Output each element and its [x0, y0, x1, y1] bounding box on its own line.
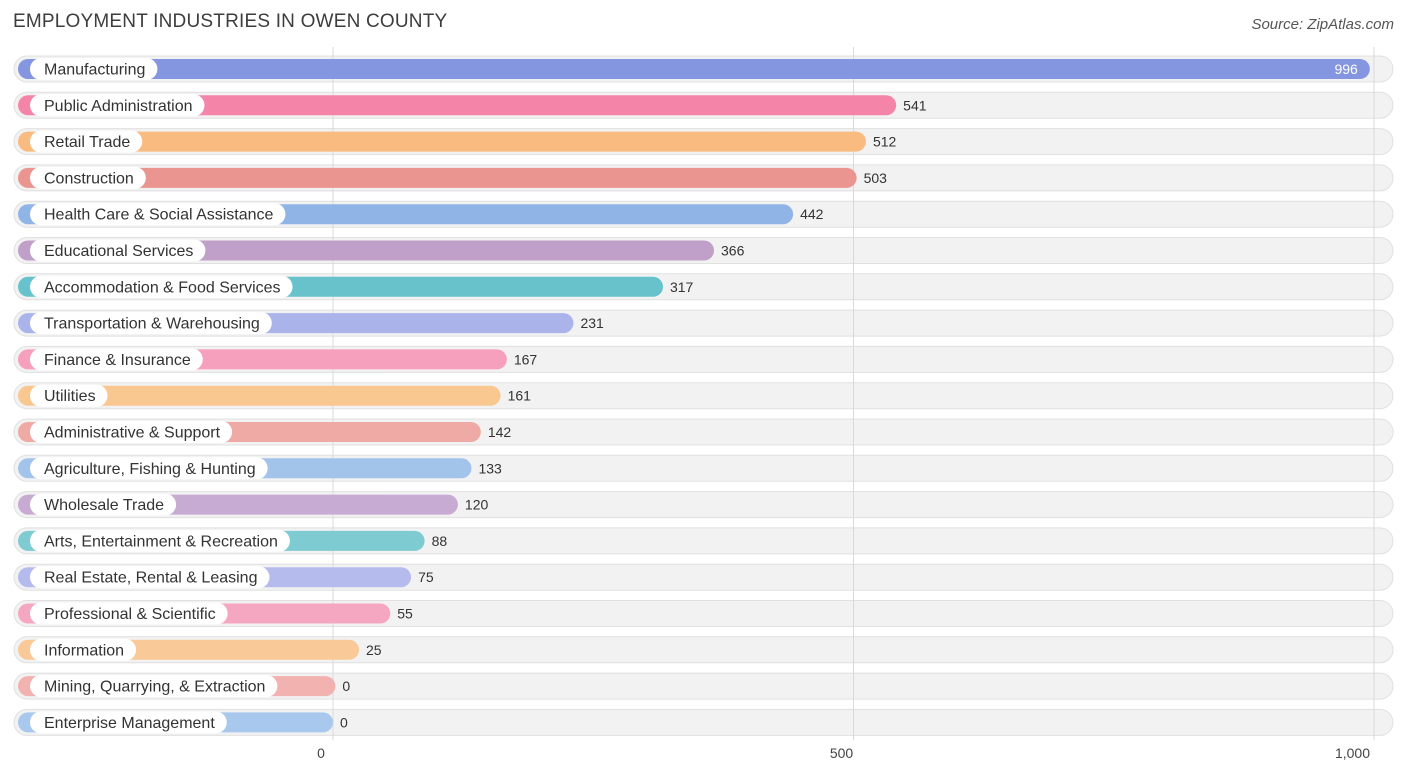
x-tick-label: 1,000	[1335, 745, 1370, 761]
category-label: Mining, Quarrying, & Extraction	[44, 679, 265, 696]
value-label: 0	[342, 678, 350, 694]
category-label: Construction	[44, 170, 134, 187]
category-pill	[30, 675, 278, 698]
bar-row: Professional & Scientific 55	[18, 602, 413, 625]
category-pill	[30, 566, 270, 589]
bar	[18, 59, 1370, 79]
bar-row: Transportation & Warehousing 231	[18, 312, 604, 335]
bar-row: Wholesale Trade 120	[18, 493, 489, 516]
category-label: Enterprise Management	[44, 715, 215, 732]
value-label: 75	[418, 569, 434, 585]
category-label: Health Care & Social Assistance	[44, 207, 274, 224]
bar-row: Manufacturing 996	[18, 58, 1370, 80]
category-label: Utilities	[44, 388, 96, 405]
category-pill	[30, 711, 227, 734]
bar-row: Arts, Entertainment & Recreation 88	[18, 529, 448, 552]
category-label: Arts, Entertainment & Recreation	[44, 533, 278, 550]
value-label: 88	[432, 533, 448, 549]
value-label: 161	[508, 388, 532, 404]
category-label: Manufacturing	[44, 62, 145, 79]
category-pill	[30, 239, 206, 262]
category-label: Agriculture, Fishing & Hunting	[44, 461, 256, 478]
bars: Manufacturing 996 Public Administration 541…	[18, 58, 1370, 734]
category-pill	[30, 493, 177, 516]
value-label: 317	[670, 279, 694, 295]
category-pill	[30, 312, 272, 335]
bar	[18, 385, 501, 406]
value-label: 541	[903, 97, 927, 113]
value-label: 167	[514, 351, 538, 367]
category-pill	[30, 275, 293, 298]
category-label: Finance & Insurance	[44, 352, 191, 369]
category-label: Accommodation & Food Services	[44, 279, 281, 296]
bar-row: Utilities 161	[18, 384, 532, 407]
category-pill	[30, 421, 233, 443]
bar	[18, 167, 857, 188]
category-label: Professional & Scientific	[44, 606, 216, 623]
bar-row: Real Estate, Rental & Leasing 75	[18, 566, 434, 589]
value-label: 442	[800, 206, 824, 222]
source-note: Source: ZipAtlas.com	[1251, 16, 1394, 33]
category-pill	[30, 203, 286, 226]
bar-row: Retail Trade 512	[18, 130, 897, 153]
category-pill	[30, 348, 203, 371]
value-label: 55	[397, 606, 413, 622]
bar	[18, 95, 897, 116]
value-label: 25	[366, 642, 382, 658]
row-track	[13, 636, 1394, 664]
category-label: Retail Trade	[44, 134, 130, 151]
bar-row: Public Administration 541	[18, 94, 927, 117]
row-track	[13, 672, 1394, 700]
category-label: Transportation & Warehousing	[44, 316, 260, 333]
bar-row: Finance & Insurance 167	[18, 348, 538, 371]
category-pill	[30, 58, 158, 80]
value-label: 503	[864, 170, 888, 186]
row-track	[13, 708, 1394, 736]
bar-row: Information 25	[18, 638, 382, 661]
value-label: 512	[873, 134, 897, 150]
category-label: Administrative & Support	[44, 425, 221, 442]
value-label: 0	[340, 714, 348, 730]
bar-row: Agriculture, Fishing & Hunting 133	[18, 457, 502, 480]
category-pill	[30, 457, 268, 480]
category-label: Information	[44, 642, 124, 659]
bar-row: Administrative & Support 142	[18, 421, 511, 443]
bar-row: Accommodation & Food Services 317	[18, 275, 694, 298]
category-pill	[30, 602, 228, 625]
value-label: 996	[1334, 61, 1358, 77]
x-tick-label: 0	[317, 745, 325, 761]
value-label: 133	[478, 460, 502, 476]
category-label: Real Estate, Rental & Leasing	[44, 570, 257, 587]
category-pill	[30, 384, 108, 407]
bar	[18, 131, 866, 152]
category-pill	[30, 166, 146, 189]
value-label: 120	[465, 497, 489, 513]
bar-row: Enterprise Management 0	[18, 711, 348, 734]
bar-row: Mining, Quarrying, & Extraction 0	[18, 675, 350, 698]
value-label: 366	[721, 243, 745, 259]
chart-title: EMPLOYMENT INDUSTRIES IN OWEN COUNTY	[13, 11, 448, 32]
category-pill	[30, 529, 290, 552]
category-label: Educational Services	[44, 243, 193, 260]
category-pill	[30, 638, 137, 661]
x-tick-label: 500	[830, 745, 854, 761]
bar-row: Construction 503	[18, 166, 888, 189]
value-label: 231	[580, 315, 604, 331]
bar-row: Health Care & Social Assistance 442	[18, 203, 824, 226]
category-label: Public Administration	[44, 98, 193, 115]
category-pill	[30, 94, 205, 117]
category-pill	[30, 130, 143, 153]
category-label: Wholesale Trade	[44, 497, 164, 514]
bar-row: Educational Services 366	[18, 239, 745, 262]
value-label: 142	[488, 424, 512, 440]
